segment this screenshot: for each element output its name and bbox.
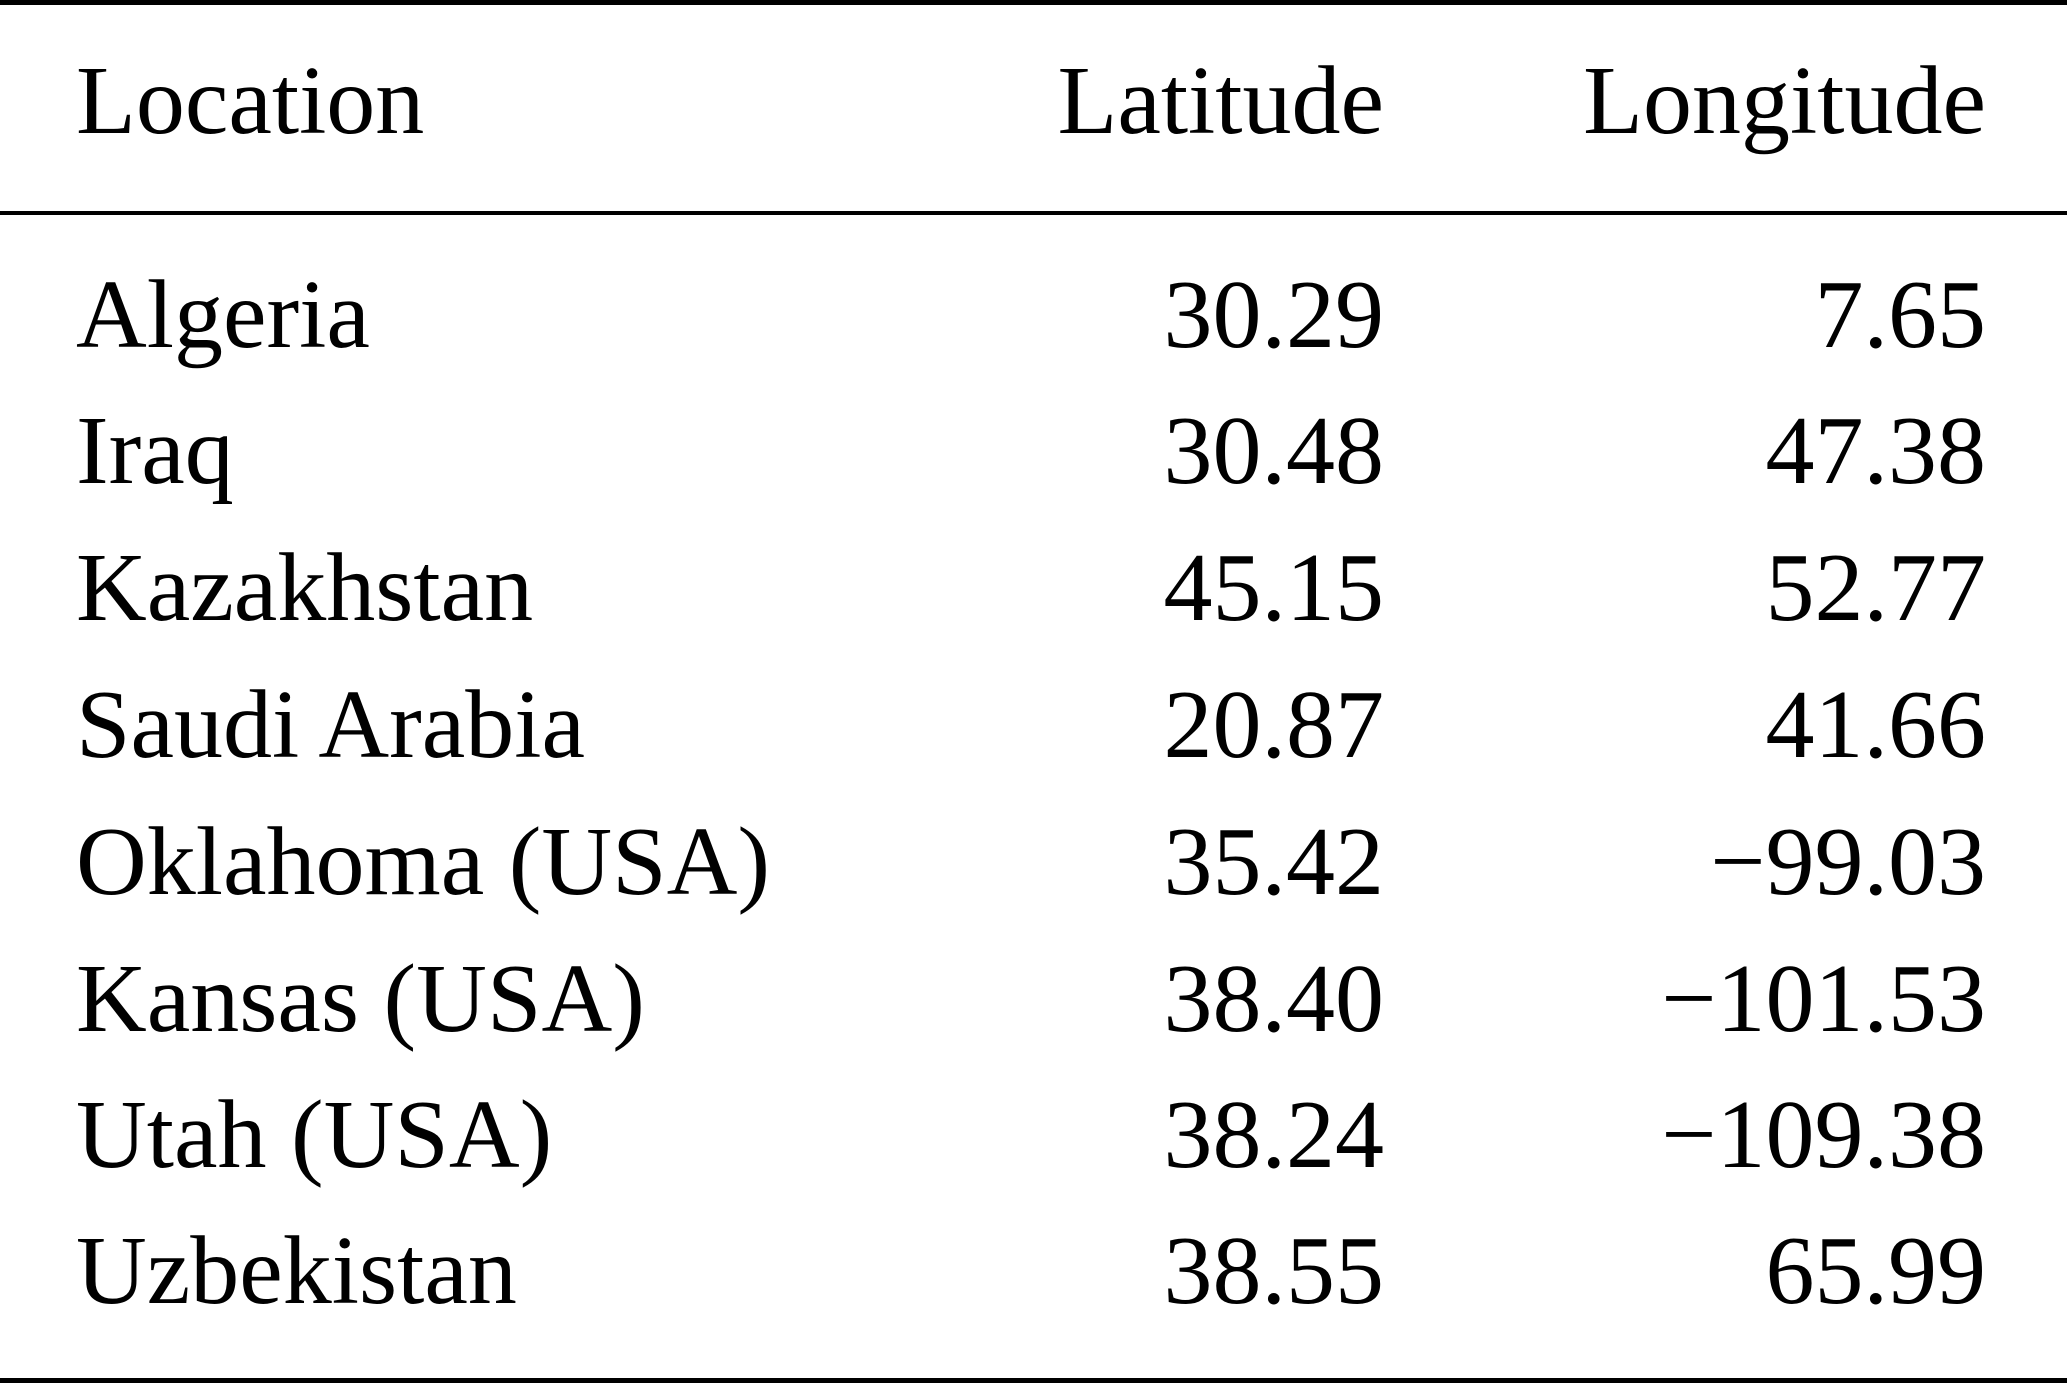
cell-longitude: −99.03 [1710, 808, 1986, 916]
cell-latitude: 30.29 [1163, 261, 1385, 369]
cell-location: Kansas (USA) [76, 945, 645, 1053]
table-row: Saudi Arabia 20.87 41.66 [0, 676, 2067, 786]
cell-location: Saudi Arabia [76, 671, 585, 779]
table-row: Oklahoma (USA) 35.42 −99.03 [0, 813, 2067, 923]
cell-latitude: 35.42 [1163, 808, 1385, 916]
cell-latitude: 45.15 [1163, 534, 1385, 642]
cell-longitude: 47.38 [1765, 397, 1987, 505]
header-latitude: Latitude [1057, 47, 1384, 155]
cell-latitude: 38.24 [1163, 1081, 1385, 1189]
table-top-rule [0, 0, 2067, 5]
cell-longitude: −101.53 [1661, 945, 1986, 1053]
cell-longitude: 65.99 [1765, 1217, 1987, 1325]
table-bottom-rule [0, 1378, 2067, 1383]
cell-location: Kazakhstan [76, 534, 534, 642]
table-row: Kazakhstan 45.15 52.77 [0, 539, 2067, 649]
table-header-rule [0, 211, 2067, 215]
table-row: Utah (USA) 38.24 −109.38 [0, 1086, 2067, 1196]
table-row: Algeria 30.29 7.65 [0, 266, 2067, 376]
cell-longitude: 7.65 [1814, 261, 1987, 369]
header-location: Location [76, 47, 425, 155]
cell-longitude: 52.77 [1765, 534, 1987, 642]
cell-longitude: 41.66 [1765, 671, 1987, 779]
cell-location: Uzbekistan [76, 1217, 517, 1325]
table-row: Iraq 30.48 47.38 [0, 402, 2067, 512]
header-longitude: Longitude [1583, 47, 1986, 155]
cell-location: Utah (USA) [76, 1081, 553, 1189]
cell-location: Iraq [76, 397, 234, 505]
cell-latitude: 38.40 [1163, 945, 1385, 1053]
cell-latitude: 38.55 [1163, 1217, 1385, 1325]
cell-location: Algeria [76, 261, 370, 369]
table-row: Kansas (USA) 38.40 −101.53 [0, 950, 2067, 1060]
cell-latitude: 20.87 [1163, 671, 1385, 779]
table-row: Uzbekistan 38.55 65.99 [0, 1222, 2067, 1332]
cell-location: Oklahoma (USA) [76, 808, 771, 916]
cell-longitude: −109.38 [1661, 1081, 1986, 1189]
cell-latitude: 30.48 [1163, 397, 1385, 505]
